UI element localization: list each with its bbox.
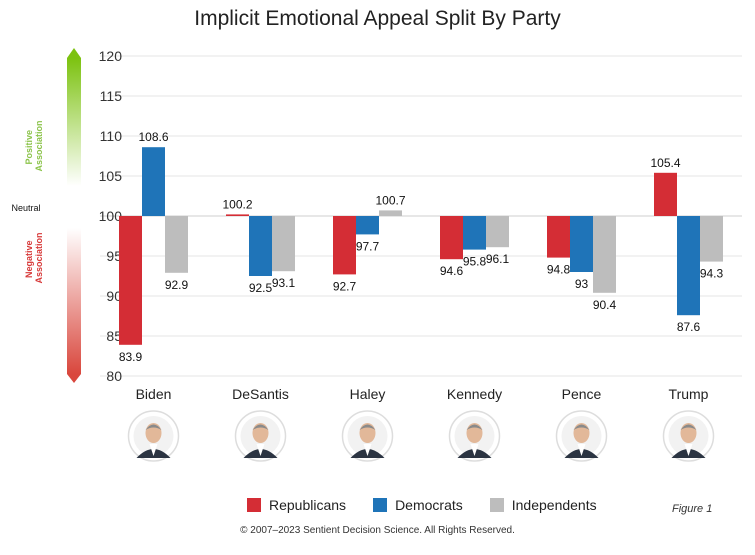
y-tick-label: 115: [100, 88, 123, 104]
y-axis-ticks: 80 85 90 95 100 105 110 115 120: [99, 48, 123, 384]
value-label: 92.9: [165, 278, 189, 292]
neutral-label: Neutral: [11, 203, 40, 213]
value-label: 90.4: [593, 298, 617, 312]
negative-gradient-bar: [67, 228, 81, 374]
value-label: 92.7: [333, 279, 357, 293]
category-label-haley: Haley: [350, 386, 386, 402]
bar-independents-desantis: [272, 216, 295, 272]
legend-label-independents: Independents: [511, 497, 597, 513]
bar-democrats-pence: [570, 216, 593, 272]
y-tick-label: 105: [99, 168, 123, 184]
legend-label-republicans: Republicans: [269, 497, 347, 513]
legend-label-democrats: Democrats: [395, 497, 463, 513]
association-side-axis: Positive Association Neutral Negative As…: [11, 48, 81, 383]
pence-portrait-icon: [555, 410, 608, 462]
down-arrow-icon: [67, 374, 81, 383]
trump-portrait-icon: [662, 410, 715, 462]
up-arrow-icon: [67, 48, 81, 58]
biden-portrait-icon: [127, 410, 180, 462]
figure-label: Figure 1: [672, 503, 713, 515]
value-label: 93: [575, 277, 589, 291]
democrats-swatch: [373, 498, 388, 512]
copyright-notice: © 2007–2023 Sentient Decision Science. A…: [240, 525, 515, 536]
bar-republicans-pence: [547, 216, 570, 258]
negative-association-label: Negative Association: [24, 232, 44, 283]
bar-independents-haley: [379, 210, 402, 216]
value-label: 93.1: [272, 276, 296, 290]
y-tick-label: 100: [99, 208, 123, 224]
bar-independents-biden: [165, 216, 188, 273]
value-label: 100.2: [222, 197, 252, 211]
bar-democrats-biden: [142, 147, 165, 216]
value-label: 94.6: [440, 264, 464, 278]
category-label-trump: Trump: [669, 386, 709, 402]
value-label: 95.8: [463, 255, 487, 269]
value-label: 94.8: [547, 263, 571, 277]
y-tick-label: 85: [106, 328, 122, 344]
y-tick-label: 95: [106, 248, 122, 264]
bar-republicans-kennedy: [440, 216, 463, 260]
kennedy-portrait-icon: [448, 410, 501, 462]
value-label: 105.4: [650, 156, 680, 170]
bar-independents-trump: [700, 216, 723, 262]
value-label: 96.1: [486, 252, 510, 266]
value-label: 87.6: [677, 320, 701, 334]
category-label-pence: Pence: [562, 386, 602, 402]
value-label: 94.3: [700, 267, 724, 281]
bar-independents-pence: [593, 216, 616, 293]
desantis-portrait-icon: [234, 410, 287, 462]
legend: Republicans Democrats Independents: [247, 497, 624, 513]
value-label: 100.7: [375, 193, 405, 207]
bar-democrats-desantis: [249, 216, 272, 276]
bar-democrats-haley: [356, 216, 379, 235]
y-tick-label: 110: [100, 128, 123, 144]
candidate-portraits: [127, 410, 715, 462]
republicans-swatch: [247, 498, 261, 512]
value-label: 108.6: [138, 130, 168, 144]
legend-item-independents: Independents: [489, 497, 597, 513]
positive-association-label: Positive Association: [24, 120, 44, 171]
bar-independents-kennedy: [486, 216, 509, 248]
value-labels: 83.9 108.6 92.9 100.2 92.5 93.1 92.7 97.7 100.7 9…: [119, 130, 724, 364]
value-label: 83.9: [119, 350, 143, 364]
bar-democrats-kennedy: [463, 216, 486, 250]
chart-title: Implicit Emotional Appeal Split By Party: [194, 7, 561, 30]
legend-item-republicans: Republicans: [247, 497, 346, 513]
bar-democrats-trump: [677, 216, 700, 316]
haley-portrait-icon: [341, 410, 394, 462]
category-labels: Biden DeSantis Haley Kennedy Pence Trump: [136, 386, 709, 402]
y-tick-label: 120: [99, 48, 123, 64]
category-label-biden: Biden: [136, 386, 172, 402]
independents-swatch: [489, 498, 504, 512]
category-label-kennedy: Kennedy: [447, 386, 502, 402]
bars: [119, 147, 723, 345]
legend-item-democrats: Democrats: [373, 497, 463, 513]
bar-republicans-haley: [333, 216, 356, 275]
gridlines: [100, 55, 742, 377]
y-tick-label: 80: [106, 368, 122, 384]
bar-chart: 80 85 90 95 100 105 110 115 120 83.9 108.6 92.9 100…: [11, 48, 742, 462]
category-label-desantis: DeSantis: [232, 386, 289, 402]
value-label: 92.5: [249, 281, 273, 295]
bar-republicans-desantis: [226, 214, 249, 216]
bar-republicans-biden: [119, 216, 142, 345]
value-label: 97.7: [356, 239, 380, 253]
positive-gradient-bar: [67, 58, 81, 186]
y-tick-label: 90: [106, 288, 122, 304]
bar-republicans-trump: [654, 172, 677, 216]
